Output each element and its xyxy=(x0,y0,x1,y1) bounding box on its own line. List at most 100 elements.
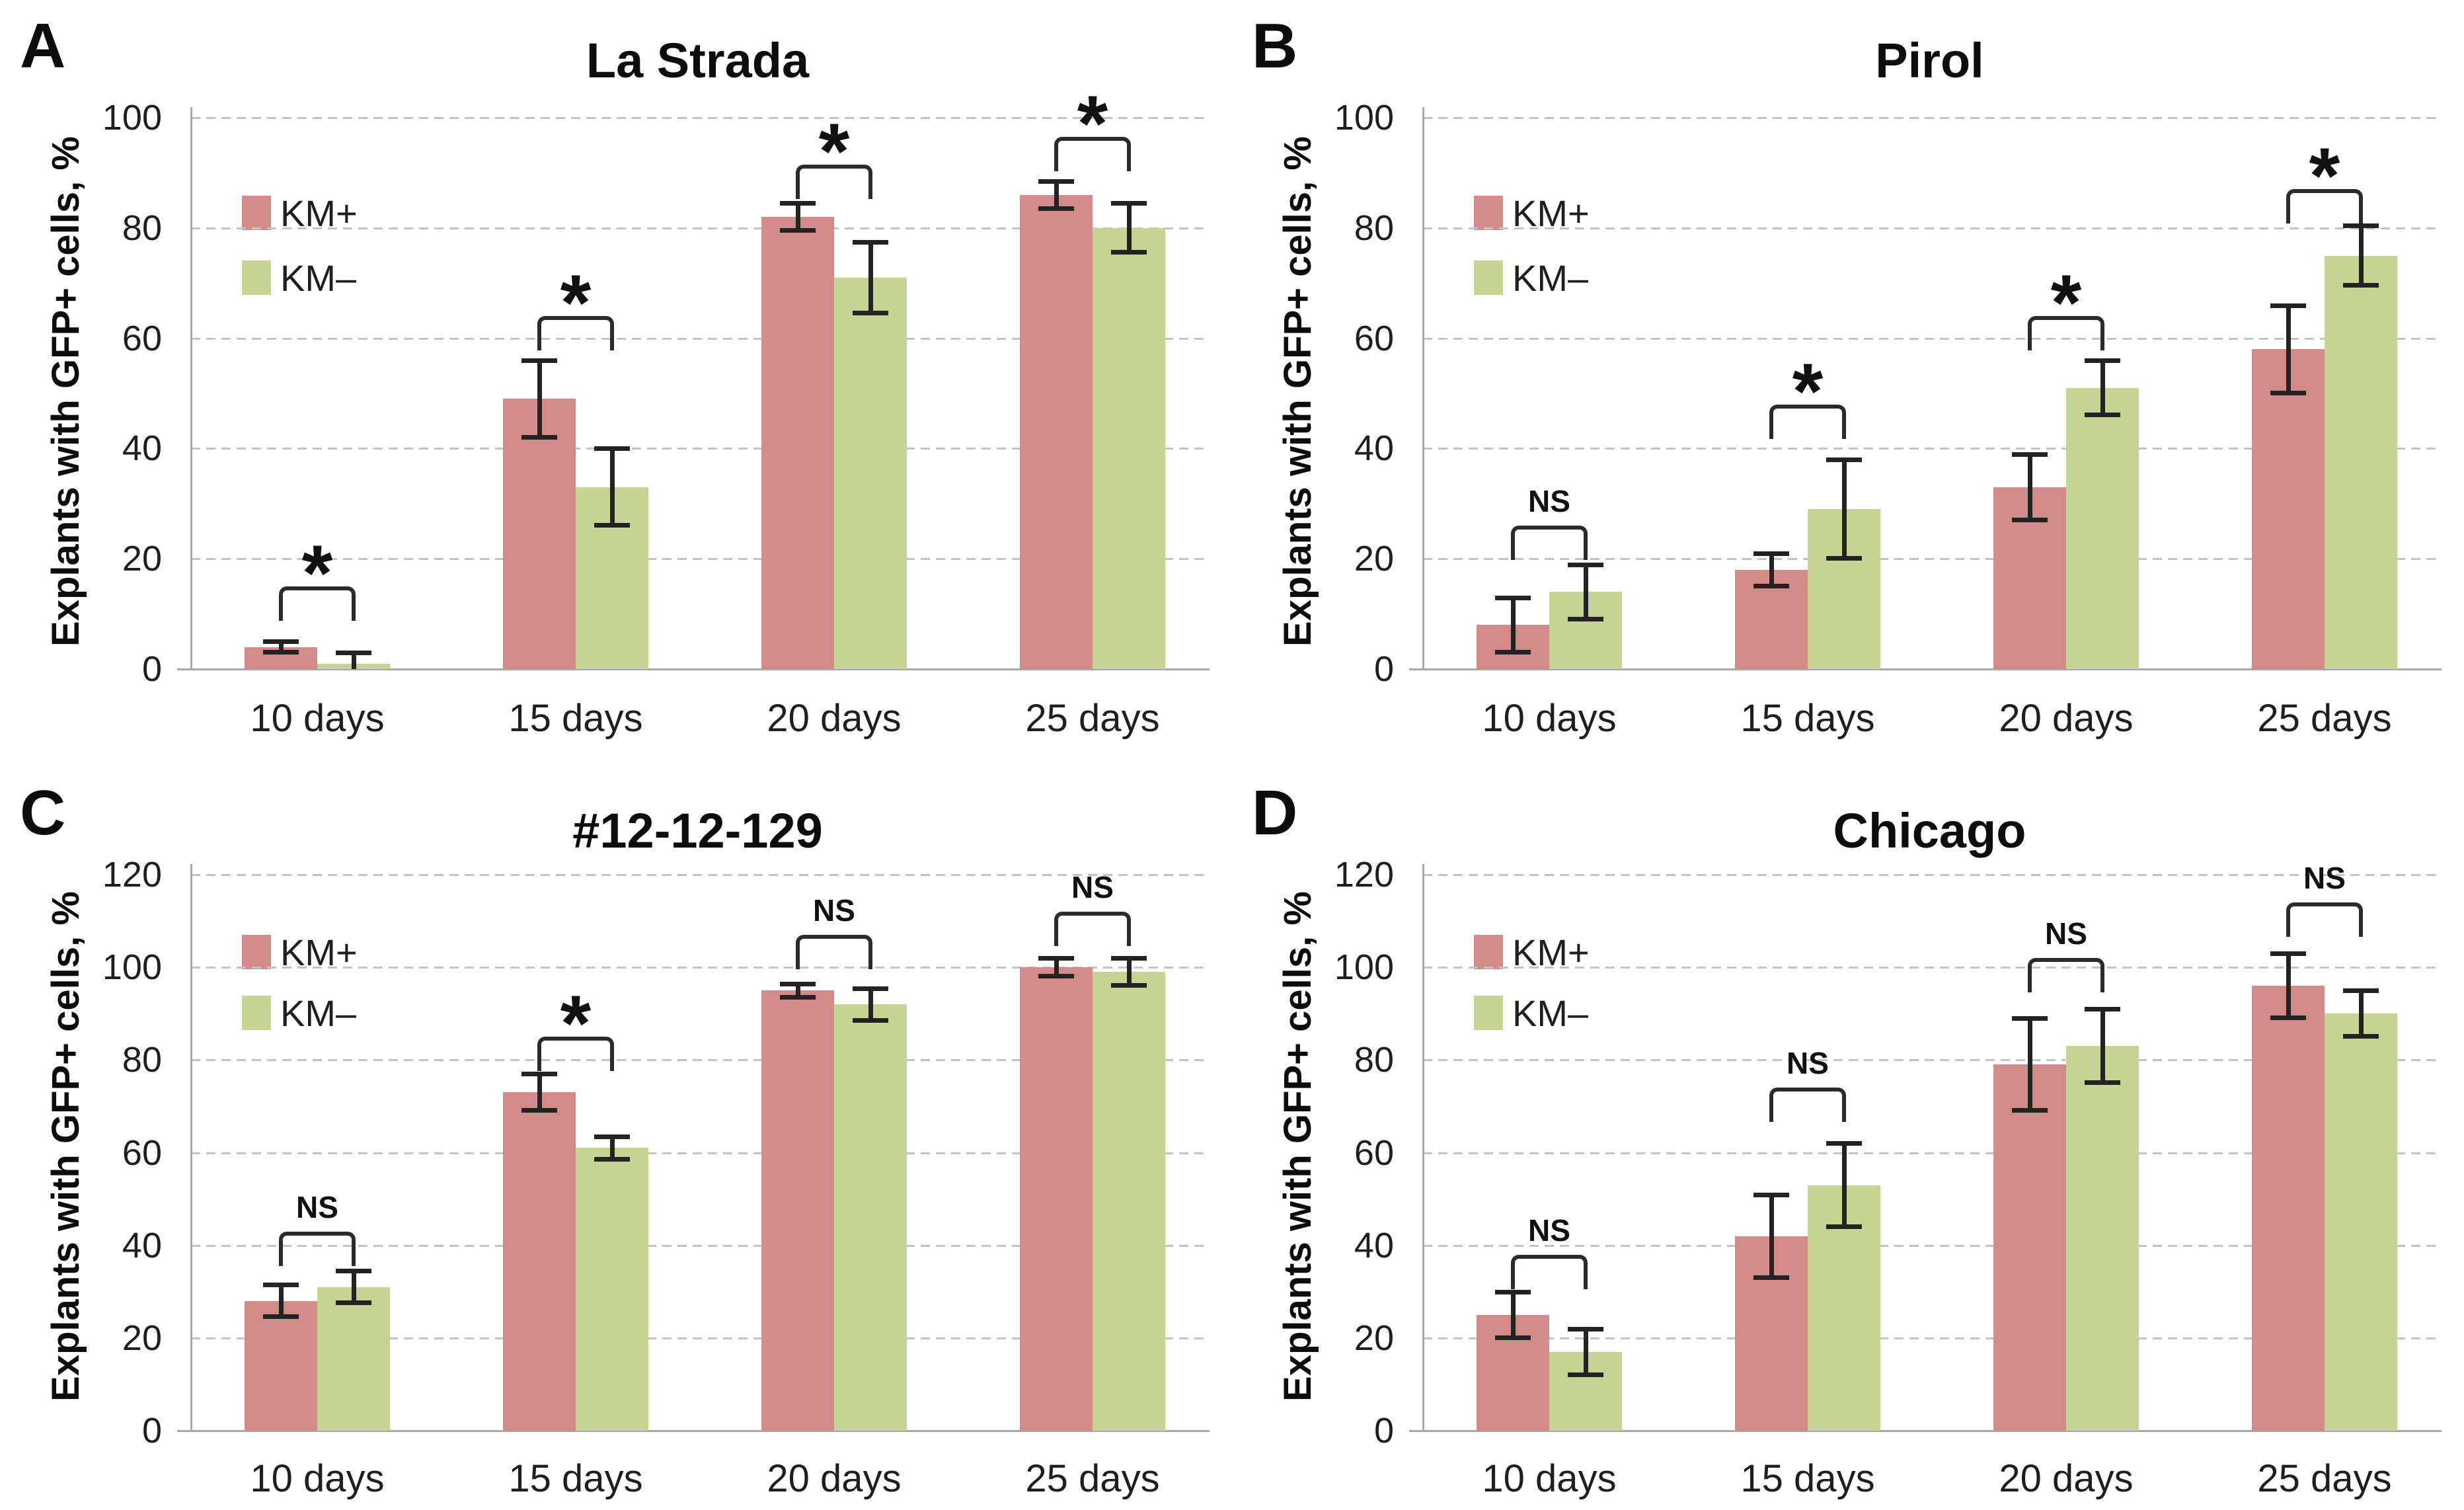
gridline xyxy=(191,337,1204,340)
error-bar-cap xyxy=(594,523,630,528)
km-plus-swatch-icon xyxy=(242,196,271,230)
y-tick-label: 20 xyxy=(122,539,162,579)
error-bar xyxy=(795,203,800,231)
panel-letter: D xyxy=(1252,777,1298,848)
error-bar xyxy=(351,1271,356,1304)
x-tick-label: 10 days xyxy=(250,697,385,740)
x-tick-label: 20 days xyxy=(1999,697,2134,740)
bar-km-plus xyxy=(761,990,834,1431)
significance-bracket xyxy=(2286,189,2363,224)
error-bar xyxy=(1510,1291,1516,1338)
y-tick-label: 100 xyxy=(102,947,162,988)
significance-bracket xyxy=(1769,404,1846,439)
y-tick-label: 0 xyxy=(141,1411,162,1450)
legend-label: KM– xyxy=(280,257,357,299)
chart-title: Pirol xyxy=(1875,33,1984,88)
error-bar-cap xyxy=(2343,1034,2379,1039)
significance-label: NS xyxy=(1528,1212,1570,1248)
x-tick-label: 10 days xyxy=(1482,697,1617,740)
error-bar-cap xyxy=(594,446,630,452)
significance-label: * xyxy=(560,979,592,1068)
error-bar-cap xyxy=(1568,562,1603,567)
panel-a: A La Strada Explants with GFP+ cells, % … xyxy=(0,0,1232,755)
x-tick-label: 20 days xyxy=(767,697,902,740)
gridline xyxy=(1423,337,2436,340)
error-bar-cap xyxy=(780,981,816,986)
y-axis-line xyxy=(1422,107,1424,669)
error-bar xyxy=(2358,225,2364,286)
gridline xyxy=(191,1152,1204,1154)
error-bar xyxy=(1126,958,1132,986)
error-bar-cap xyxy=(1038,974,1074,979)
bar-km-plus xyxy=(2252,349,2325,669)
error-bar xyxy=(1583,564,1588,619)
error-bar xyxy=(2286,953,2291,1019)
error-bar-cap xyxy=(1826,1224,1862,1229)
error-bar-cap xyxy=(1826,556,1862,561)
bar-km-minus xyxy=(2066,387,2139,669)
chart-title: #12-12-129 xyxy=(572,803,823,858)
km-minus-swatch-icon xyxy=(1474,996,1503,1030)
panel-letter: B xyxy=(1252,11,1298,81)
error-bar xyxy=(2027,454,2032,520)
legend-label: KM– xyxy=(1512,992,1589,1034)
error-bar-cap xyxy=(853,1017,888,1023)
error-bar-cap xyxy=(521,1072,557,1077)
error-bar-cap xyxy=(2270,951,2306,957)
error-bar-cap xyxy=(1111,983,1147,988)
x-tick-label: 20 days xyxy=(767,1457,902,1500)
error-bar xyxy=(2100,360,2105,416)
gridline xyxy=(191,227,1204,229)
legend-label: KM+ xyxy=(1512,192,1590,234)
significance-label: NS xyxy=(1787,1046,1829,1081)
gridline xyxy=(1423,227,2436,229)
gridline xyxy=(1423,1337,2436,1339)
gridline xyxy=(1423,1152,2436,1154)
bar-km-plus xyxy=(503,1092,576,1431)
y-tick-label: 60 xyxy=(1354,318,1394,358)
bar-km-plus xyxy=(245,1300,317,1431)
y-tick-label: 40 xyxy=(1354,428,1394,469)
plot-area: 0 20 40 60 80 100 120 NS 10 days NS 15 days NS 20 da… xyxy=(1232,755,2464,1510)
gridline xyxy=(191,1337,1204,1339)
y-tick-label: 80 xyxy=(1354,208,1394,248)
bar-km-minus xyxy=(2066,1046,2139,1431)
error-bar-cap xyxy=(336,1269,371,1274)
error-bar xyxy=(351,652,356,669)
error-bar xyxy=(1841,459,1847,559)
gridline xyxy=(191,558,1204,561)
significance-label: * xyxy=(1077,79,1108,169)
error-bar-cap xyxy=(594,1134,630,1139)
error-bar-cap xyxy=(1568,1372,1603,1377)
significance-bracket xyxy=(1054,137,1131,172)
error-bar-cap xyxy=(1753,1275,1789,1280)
error-bar-cap xyxy=(263,1314,299,1320)
bar-km-minus xyxy=(576,1148,648,1431)
significance-label: NS xyxy=(813,893,855,928)
y-tick-label: 100 xyxy=(102,98,162,138)
gridline xyxy=(1423,1244,2436,1247)
error-bar-cap xyxy=(2270,303,2306,308)
significance-label: NS xyxy=(1071,870,1114,905)
error-bar-cap xyxy=(1038,179,1074,184)
panel-b: B Pirol Explants with GFP+ cells, % KM+ … xyxy=(1232,0,2464,755)
error-bar xyxy=(1054,180,1059,209)
x-tick-label: 25 days xyxy=(2257,1457,2392,1500)
error-bar xyxy=(1510,597,1516,653)
gridline xyxy=(191,1059,1204,1062)
bar-km-plus xyxy=(2252,986,2325,1431)
error-bar xyxy=(868,241,873,314)
error-bar-cap xyxy=(1568,1326,1603,1331)
y-tick-label: 20 xyxy=(1354,1318,1394,1358)
error-bar xyxy=(2286,305,2291,393)
significance-label: * xyxy=(818,106,850,196)
chart-title: Chicago xyxy=(1833,803,2026,858)
x-tick-label: 25 days xyxy=(1025,1457,1160,1500)
gridline xyxy=(1423,558,2436,561)
y-tick-label: 100 xyxy=(1334,947,1394,988)
error-bar-cap xyxy=(2085,358,2120,363)
x-tick-label: 10 days xyxy=(250,1457,385,1500)
panel-c: C #12-12-129 Explants with GFP+ cells, %… xyxy=(0,755,1232,1510)
y-tick-label: 40 xyxy=(122,428,162,469)
error-bar-cap xyxy=(853,239,888,245)
